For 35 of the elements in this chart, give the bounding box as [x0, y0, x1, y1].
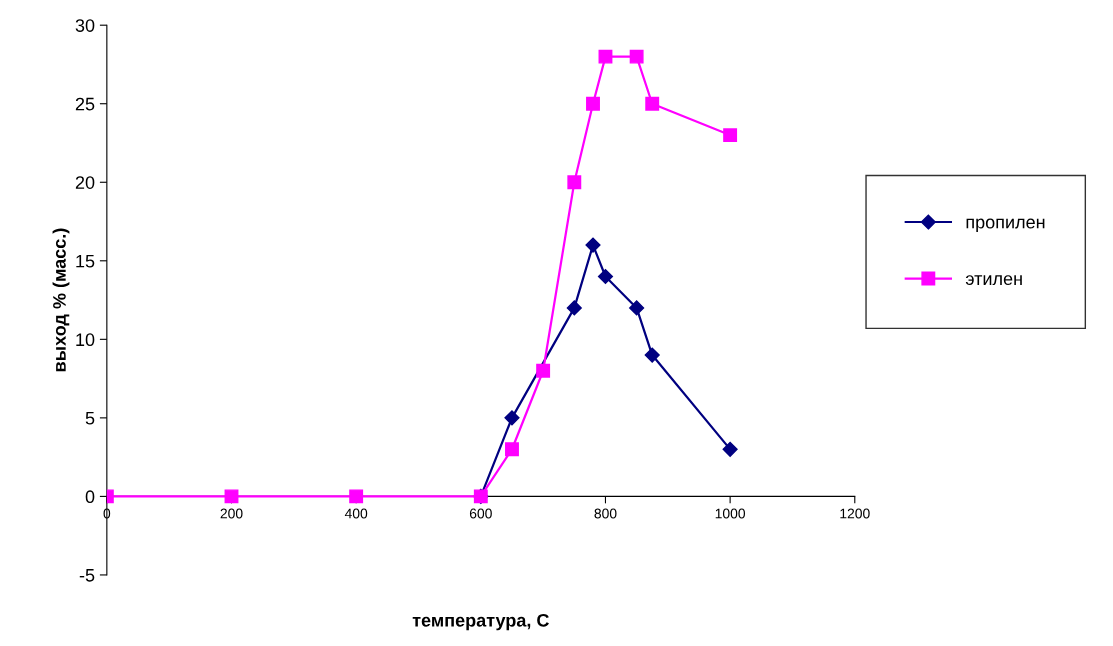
y-tick-label: 10 [76, 333, 95, 347]
y-axis-title: выход % (масс.) [52, 228, 70, 372]
point [598, 49, 613, 64]
x-tick-label: 400 [344, 508, 368, 519]
point [586, 96, 600, 111]
point [597, 268, 614, 285]
point [629, 49, 644, 64]
y-tick-label: 5 [85, 411, 95, 425]
legend-label: этилен [965, 275, 1022, 286]
x-tick-label: 600 [469, 508, 492, 519]
point [722, 441, 738, 457]
x-axis-title: температура, С [412, 613, 549, 631]
point [349, 489, 364, 504]
y-tick-label: 0 [85, 490, 95, 504]
x-tick-label: 1200 [840, 508, 870, 519]
x-tick-label: 200 [220, 508, 243, 519]
y-tick-label: 20 [75, 176, 95, 189]
legend-label: пропилен [966, 218, 1045, 233]
point [566, 300, 582, 316]
point [585, 237, 601, 253]
point [567, 175, 582, 190]
point [723, 128, 738, 143]
point [505, 442, 519, 457]
point [504, 410, 520, 426]
point [645, 96, 660, 111]
y-tick-label: 30 [75, 19, 95, 32]
x-tick-label: 1000 [715, 508, 746, 519]
point [629, 300, 645, 316]
x-tick-label: 800 [594, 508, 617, 519]
y-tick-label: 15 [76, 254, 95, 268]
y-tick-label: -5 [79, 569, 95, 582]
y-tick-label: 25 [75, 97, 95, 111]
point [536, 363, 551, 378]
point [224, 489, 239, 504]
point [644, 347, 660, 363]
